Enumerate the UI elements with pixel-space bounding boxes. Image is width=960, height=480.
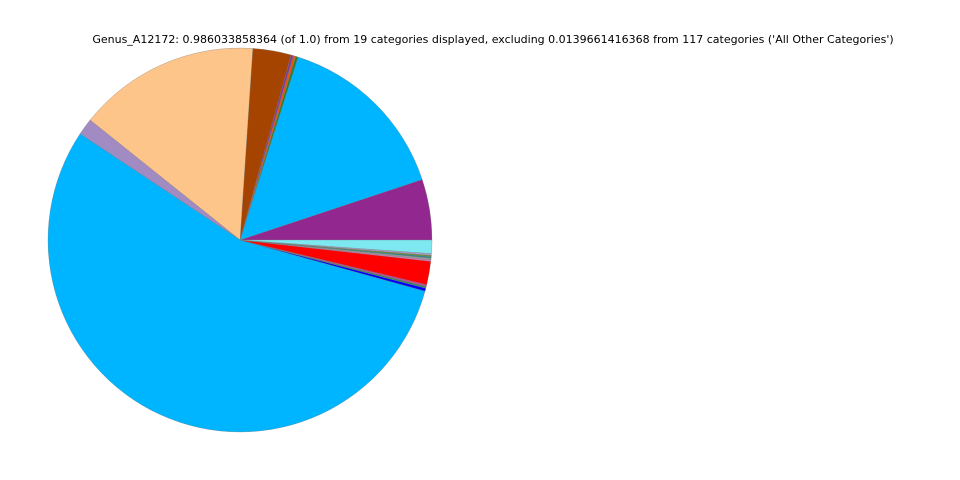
pie-slice-19	[239, 239, 433, 254]
pie-slice-2	[239, 56, 423, 241]
pie-slice-9	[47, 133, 426, 433]
chart-title: Genus_A12172: 0.986033858364 (of 1.0) fr…	[92, 33, 894, 46]
pie-slice-7	[89, 47, 253, 241]
